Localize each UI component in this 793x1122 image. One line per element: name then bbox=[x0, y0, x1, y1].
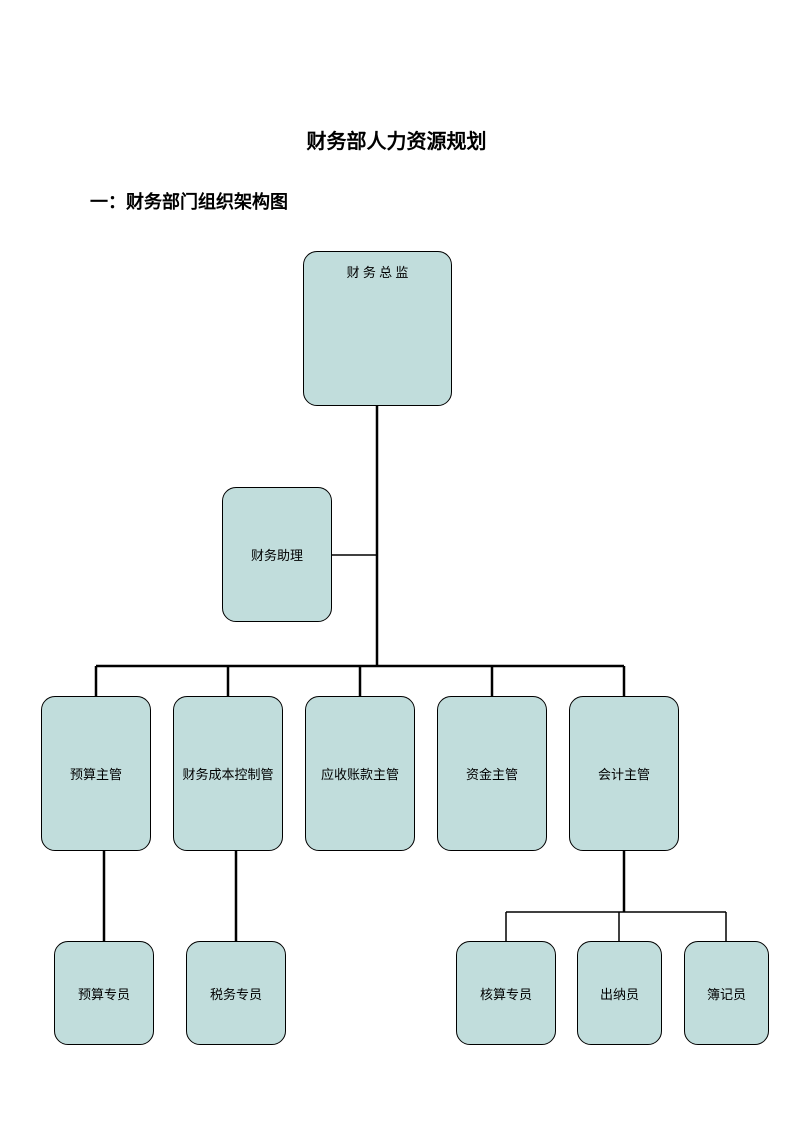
node-cfo: 财 务 总 监 bbox=[303, 251, 452, 406]
node-calc-spec: 核算专员 bbox=[456, 941, 556, 1045]
node-budget-mgr: 预算主管 bbox=[41, 696, 151, 851]
node-bookkeeper: 簿记员 bbox=[684, 941, 769, 1045]
node-fund-mgr: 资金主管 bbox=[437, 696, 547, 851]
node-cost-mgr: 财务成本控制管 bbox=[173, 696, 283, 851]
node-tax-spec: 税务专员 bbox=[186, 941, 286, 1045]
node-assistant: 财务助理 bbox=[222, 487, 332, 622]
section-heading: 一：财务部门组织架构图 bbox=[90, 188, 288, 214]
node-ar-mgr: 应收账款主管 bbox=[305, 696, 415, 851]
node-acct-mgr: 会计主管 bbox=[569, 696, 679, 851]
node-budget-spec: 预算专员 bbox=[54, 941, 154, 1045]
page-title: 财务部人力资源规划 bbox=[0, 125, 793, 154]
node-cashier: 出纳员 bbox=[577, 941, 662, 1045]
